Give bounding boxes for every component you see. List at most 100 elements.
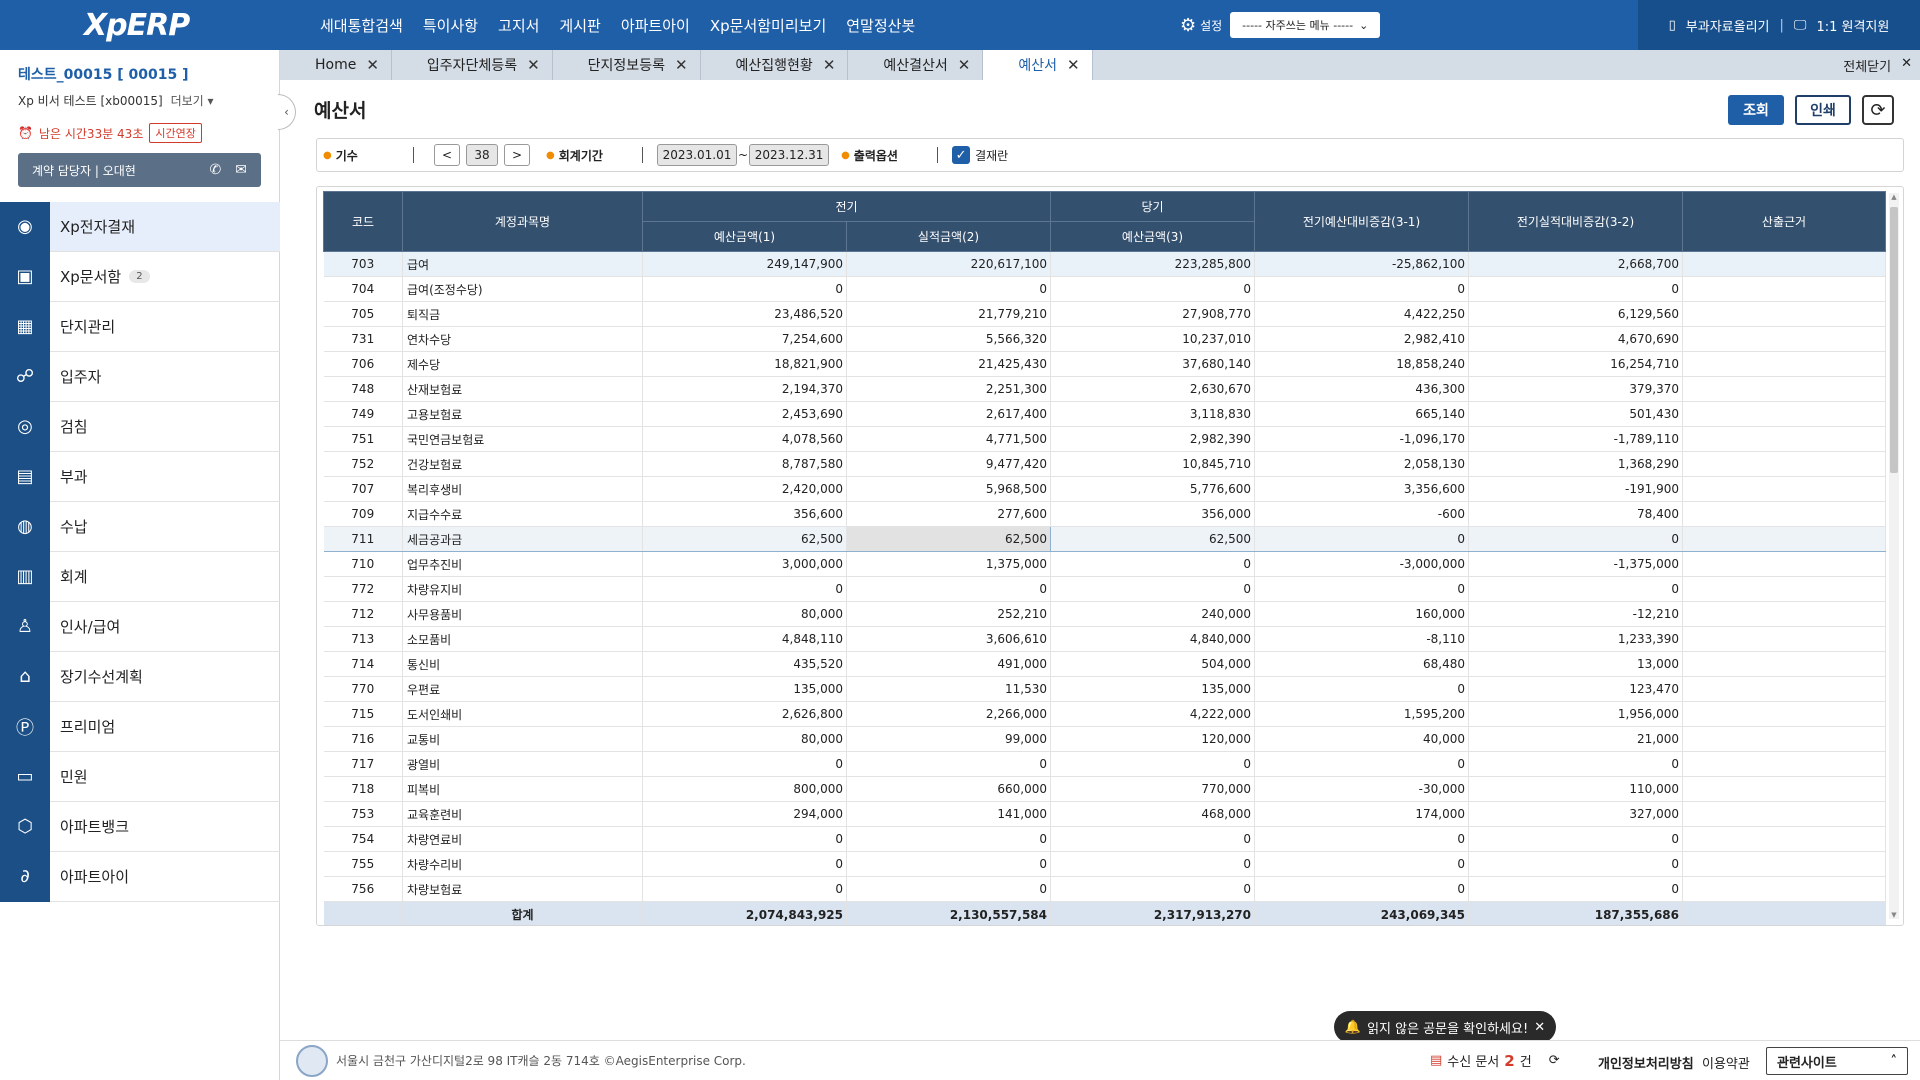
table-cell[interactable]: 0 (1254, 676, 1469, 702)
table-cell[interactable]: 10,845,710 (1050, 451, 1255, 477)
table-cell[interactable]: -8,110 (1254, 626, 1469, 652)
table-cell[interactable]: 16,254,710 (1468, 351, 1683, 377)
table-cell[interactable]: 4,848,110 (642, 626, 847, 652)
table-cell[interactable]: 772 (323, 576, 403, 602)
table-cell[interactable]: 18,821,900 (642, 351, 847, 377)
table-cell[interactable]: 급여(조정수당) (402, 276, 643, 302)
extend-time-button[interactable]: 시간연장 (149, 123, 202, 143)
scroll-thumb[interactable] (1890, 207, 1898, 473)
table-cell[interactable]: 5,968,500 (846, 476, 1051, 502)
table-cell[interactable] (1682, 751, 1886, 777)
table-cell[interactable]: 748 (323, 376, 403, 402)
table-cell[interactable]: 21,000 (1468, 726, 1683, 752)
table-cell[interactable]: 749 (323, 401, 403, 427)
table-cell[interactable]: 2,982,410 (1254, 326, 1469, 352)
unread-notice-toast[interactable]: 🔔 읽지 않은 공문을 확인하세요! ✕ (1334, 1011, 1556, 1043)
table-cell[interactable]: 78,400 (1468, 501, 1683, 527)
table-cell[interactable] (1682, 526, 1886, 552)
table-cell[interactable] (1682, 651, 1886, 677)
table-cell[interactable]: 2,453,690 (642, 401, 847, 427)
table-cell[interactable]: -30,000 (1254, 776, 1469, 802)
table-cell[interactable]: 지급수수료 (402, 501, 643, 527)
table-cell[interactable]: 62,500 (846, 526, 1051, 552)
table-cell[interactable]: -1,789,110 (1468, 426, 1683, 452)
table-row[interactable]: 715 도서인쇄비 2,626,800 2,266,000 4,222,000 1,595… (323, 701, 1886, 727)
table-cell[interactable]: 8,787,580 (642, 451, 847, 477)
table-cell[interactable]: 715 (323, 701, 403, 727)
table-cell[interactable]: 711 (323, 526, 403, 552)
favorite-menu-select[interactable]: ----- 자주쓰는 메뉴 ----- ⌄ (1230, 12, 1381, 38)
table-cell[interactable]: 0 (1468, 276, 1683, 302)
table-cell[interactable]: 0 (1254, 526, 1469, 552)
table-cell[interactable]: 0 (1468, 826, 1683, 852)
table-cell[interactable]: 18,858,240 (1254, 351, 1469, 377)
terms-link[interactable]: 이용약관 (1702, 1057, 1750, 1072)
table-cell[interactable] (1682, 251, 1886, 277)
table-cell[interactable]: 4,422,250 (1254, 301, 1469, 327)
table-cell[interactable]: 5,566,320 (846, 326, 1051, 352)
table-cell[interactable]: 5,776,600 (1050, 476, 1255, 502)
table-cell[interactable]: 135,000 (1050, 676, 1255, 702)
period-to-input[interactable]: 2023.12.31 (749, 144, 830, 166)
table-cell[interactable]: 2,058,130 (1254, 451, 1469, 477)
table-cell[interactable] (1682, 426, 1886, 452)
collapse-sidebar-button[interactable]: ‹ (278, 94, 296, 130)
table-cell[interactable]: 0 (642, 851, 847, 877)
table-cell[interactable]: 703 (323, 251, 403, 277)
table-cell[interactable]: 0 (846, 876, 1051, 902)
table-cell[interactable]: 356,000 (1050, 501, 1255, 527)
table-cell[interactable] (1682, 726, 1886, 752)
table-cell[interactable]: 709 (323, 501, 403, 527)
table-cell[interactable]: 0 (1468, 576, 1683, 602)
table-cell[interactable] (1682, 551, 1886, 577)
table-cell[interactable]: 2,982,390 (1050, 426, 1255, 452)
table-cell[interactable]: 국민연금보험료 (402, 426, 643, 452)
sidebar-item[interactable]: ⬡ 아파트뱅크 (0, 801, 280, 852)
table-cell[interactable]: 294,000 (642, 801, 847, 827)
table-cell[interactable]: 249,147,900 (642, 251, 847, 277)
table-cell[interactable]: 80,000 (642, 601, 847, 627)
table-cell[interactable]: 755 (323, 851, 403, 877)
table-row[interactable]: 756 차량보험료 0 0 0 0 0 (323, 876, 1886, 902)
table-cell[interactable] (1682, 851, 1886, 877)
table-cell[interactable]: 0 (1050, 576, 1255, 602)
table-cell[interactable]: 0 (846, 826, 1051, 852)
table-cell[interactable] (1682, 801, 1886, 827)
table-cell[interactable]: 0 (1254, 276, 1469, 302)
table-cell[interactable]: 436,300 (1254, 376, 1469, 402)
print-button[interactable]: 인쇄 (1795, 95, 1851, 125)
table-cell[interactable]: 0 (1254, 576, 1469, 602)
table-cell[interactable]: 4,840,000 (1050, 626, 1255, 652)
table-cell[interactable]: 123,470 (1468, 676, 1683, 702)
table-row[interactable]: 703 급여 249,147,900 220,617,100 223,285,800 -2… (323, 251, 1886, 277)
table-cell[interactable]: -191,900 (1468, 476, 1683, 502)
table-cell[interactable]: 99,000 (846, 726, 1051, 752)
settings-label[interactable]: 설정 (1200, 18, 1223, 33)
table-cell[interactable]: 0 (1468, 526, 1683, 552)
phone-icon[interactable]: ✆ (209, 162, 222, 178)
table-cell[interactable]: -3,000,000 (1254, 551, 1469, 577)
table-cell[interactable]: 731 (323, 326, 403, 352)
table-cell[interactable]: 770,000 (1050, 776, 1255, 802)
table-cell[interactable]: 327,000 (1468, 801, 1683, 827)
term-value[interactable]: 38 (466, 144, 498, 166)
table-row[interactable]: 731 연차수당 7,254,600 5,566,320 10,237,010 2,982… (323, 326, 1886, 352)
table-cell[interactable] (1682, 776, 1886, 802)
table-cell[interactable]: 752 (323, 451, 403, 477)
table-cell[interactable]: 501,430 (1468, 401, 1683, 427)
table-cell[interactable]: 0 (1254, 851, 1469, 877)
table-cell[interactable]: 도서인쇄비 (402, 701, 643, 727)
table-cell[interactable]: -12,210 (1468, 601, 1683, 627)
table-cell[interactable] (1682, 451, 1886, 477)
table-cell[interactable]: 21,779,210 (846, 301, 1051, 327)
table-cell[interactable]: 704 (323, 276, 403, 302)
table-cell[interactable]: 차량유지비 (402, 576, 643, 602)
table-row[interactable]: 713 소모품비 4,848,110 3,606,610 4,840,000 -8,110… (323, 626, 1886, 652)
table-cell[interactable] (1682, 701, 1886, 727)
table-cell[interactable]: 80,000 (642, 726, 847, 752)
table-cell[interactable]: 9,477,420 (846, 451, 1051, 477)
table-cell[interactable]: 40,000 (1254, 726, 1469, 752)
table-cell[interactable]: 교육훈련비 (402, 801, 643, 827)
header-prev-budget[interactable]: 예산금액(1) (642, 221, 847, 252)
table-cell[interactable]: 11,530 (846, 676, 1051, 702)
